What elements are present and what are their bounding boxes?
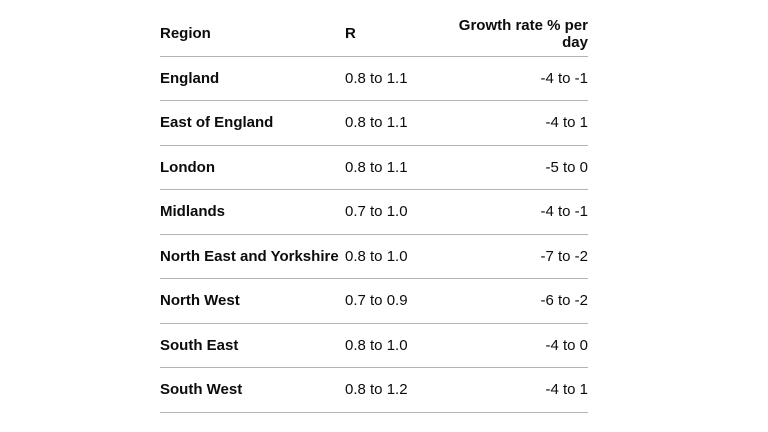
table-cell: 0.7 to 1.0: [345, 189, 435, 235]
table-cell: Midlands: [160, 189, 345, 235]
table-cell: 0.8 to 1.0: [345, 234, 435, 279]
table-cell: 0.8 to 1.2: [345, 367, 435, 413]
table-cell: -4 to 1: [435, 367, 588, 413]
header-cell: Growth rate % per day: [435, 12, 588, 57]
table-row: North East and Yorkshire 0.8 to 1.0 -7 to …: [160, 234, 588, 279]
table-row: England 0.8 to 1.1 -4 to -1: [160, 56, 588, 101]
table-cell: 0.8 to 1.1: [345, 56, 435, 101]
table-cell: 0.7 to 0.9: [345, 278, 435, 324]
table-cell: England: [160, 56, 345, 101]
table-cell: East of England: [160, 100, 345, 146]
table-cell: South East: [160, 323, 345, 368]
table-cell: 0.8 to 1.0: [345, 323, 435, 368]
table-row: South East 0.8 to 1.0 -4 to 0: [160, 323, 588, 368]
table-cell: South West: [160, 367, 345, 413]
table-cell: North West: [160, 278, 345, 324]
header-cell: R: [345, 12, 435, 57]
table-container: Region R Growth rate % per day England 0.8 …: [160, 12, 588, 413]
table-cell: -4 to -1: [435, 189, 588, 235]
header-row: Region R Growth rate % per day: [160, 12, 588, 57]
table-row: London 0.8 to 1.1 -5 to 0: [160, 145, 588, 190]
table-cell: 0.8 to 1.1: [345, 100, 435, 146]
table-row: Midlands 0.7 to 1.0 -4 to -1: [160, 189, 588, 235]
table-cell: 0.8 to 1.1: [345, 145, 435, 190]
table-cell: -7 to -2: [435, 234, 588, 279]
table-body: England 0.8 to 1.1 -4 to -1 East of England…: [160, 56, 588, 413]
table-row: South West 0.8 to 1.2 -4 to 1: [160, 367, 588, 413]
table-cell: -5 to 0: [435, 145, 588, 190]
table-cell: North East and Yorkshire: [160, 234, 345, 279]
table-cell: -4 to -1: [435, 56, 588, 101]
table-row: East of England 0.8 to 1.1 -4 to 1: [160, 100, 588, 146]
table-cell: -4 to 0: [435, 323, 588, 368]
header-cell: Region: [160, 12, 345, 57]
table-cell: -4 to 1: [435, 100, 588, 146]
table: Region R Growth rate % per day England 0.8 …: [160, 12, 588, 413]
table-row: North West 0.7 to 0.9 -6 to -2: [160, 278, 588, 324]
table-cell: London: [160, 145, 345, 190]
table-cell: -6 to -2: [435, 278, 588, 324]
